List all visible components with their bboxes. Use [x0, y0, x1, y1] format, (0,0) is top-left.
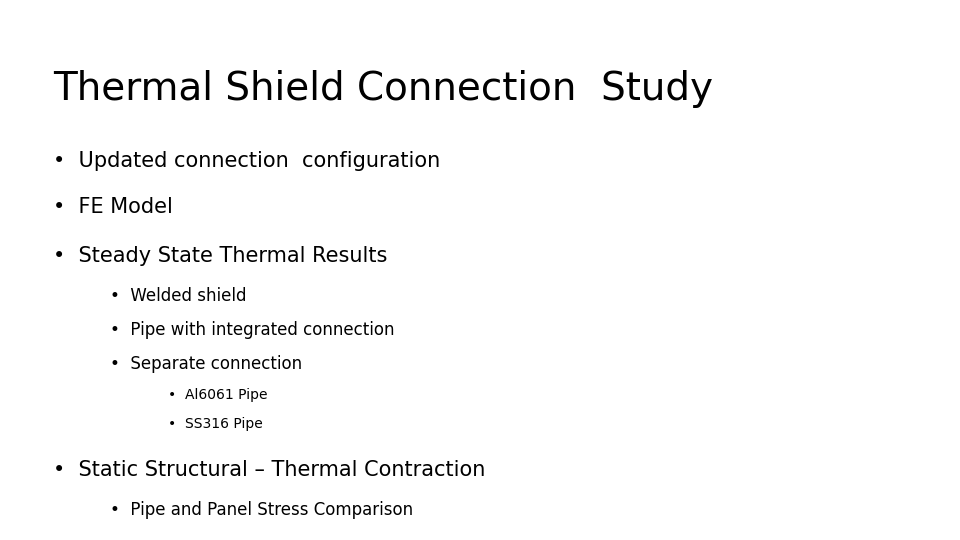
Text: •  Pipe with integrated connection: • Pipe with integrated connection	[110, 321, 395, 339]
Text: •  Static Structural – Thermal Contraction: • Static Structural – Thermal Contractio…	[53, 460, 485, 480]
Text: •  Updated connection  configuration: • Updated connection configuration	[53, 151, 440, 171]
Text: •  Al6061 Pipe: • Al6061 Pipe	[168, 388, 268, 402]
Text: •  SS316 Pipe: • SS316 Pipe	[168, 417, 263, 431]
Text: Thermal Shield Connection  Study: Thermal Shield Connection Study	[53, 70, 712, 108]
Text: •  FE Model: • FE Model	[53, 197, 173, 217]
Text: •  Pipe and Panel Stress Comparison: • Pipe and Panel Stress Comparison	[110, 501, 414, 519]
Text: •  Separate connection: • Separate connection	[110, 355, 302, 373]
Text: •  Welded shield: • Welded shield	[110, 287, 247, 305]
Text: •  Steady State Thermal Results: • Steady State Thermal Results	[53, 246, 387, 266]
